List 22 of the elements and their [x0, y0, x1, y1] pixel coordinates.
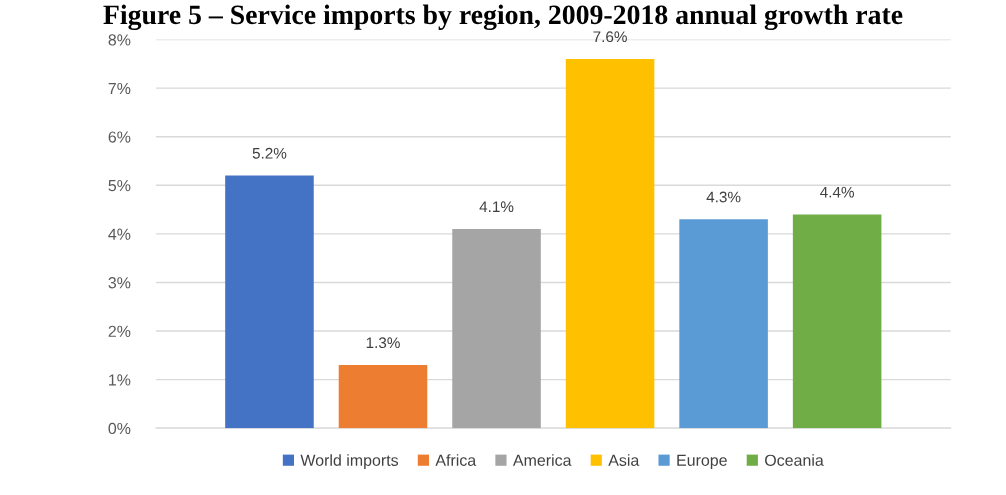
legend-label: Africa [435, 454, 477, 466]
legend-label: Oceania [765, 454, 824, 466]
data-label: 5.2% [252, 147, 287, 159]
legend-label: Asia [608, 454, 640, 466]
legend-label: America [512, 454, 572, 466]
y-tick-label: 6% [108, 131, 131, 143]
y-tick-label: 0% [108, 422, 131, 435]
y-tick-label: 1% [109, 374, 131, 386]
data-label: 4.4% [820, 186, 854, 198]
y-tick-label: 8% [108, 34, 131, 46]
y-tick-label: 4% [108, 228, 131, 240]
y-tick-label: 5% [108, 180, 131, 192]
y-tick-label: 3% [108, 277, 131, 289]
legend-label: World imports [300, 454, 399, 470]
y-tick-label: 2% [108, 325, 131, 337]
chart-title: Figure 5 – Service imports by region, 2009-2018 annual growth rate [103, 4, 903, 31]
data-label: 7.6% [593, 31, 627, 43]
legend-label: Europe [677, 454, 727, 470]
data-label: 4.3% [706, 191, 741, 203]
data-label: 1.3% [366, 337, 400, 349]
y-tick-label: 7% [108, 82, 131, 95]
data-label: 4.1% [479, 201, 514, 213]
